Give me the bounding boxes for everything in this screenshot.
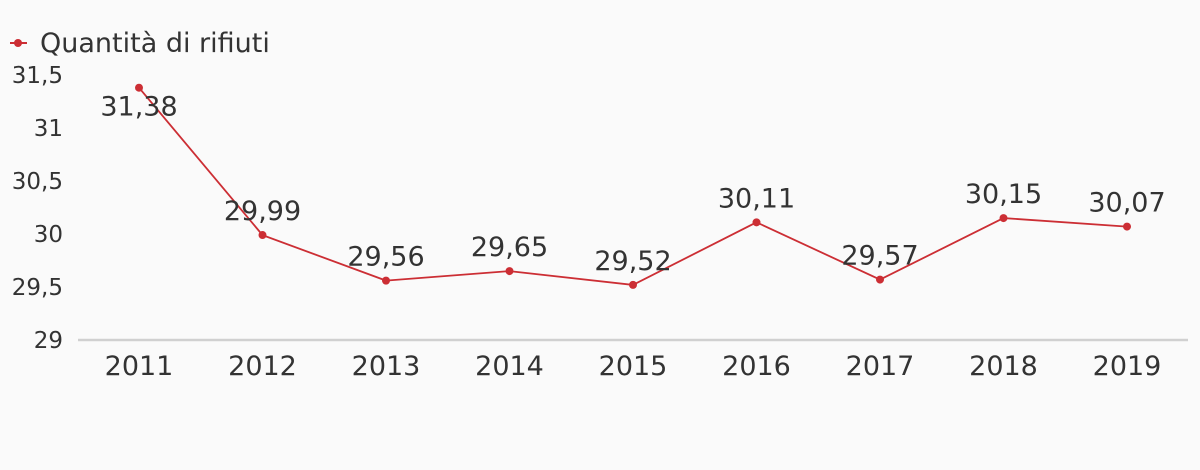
x-tick-label: 2019 xyxy=(1093,351,1162,382)
y-axis: 29 29,5 30 30,5 31 31,5 xyxy=(12,63,63,354)
x-tick-label: 2018 xyxy=(969,351,1038,382)
data-label: 30,15 xyxy=(965,179,1042,210)
data-label: 29,99 xyxy=(224,196,301,227)
x-tick-label: 2015 xyxy=(599,351,668,382)
data-point xyxy=(876,275,884,284)
y-tick-label: 29 xyxy=(34,328,63,354)
x-tick-label: 2017 xyxy=(846,351,915,382)
y-tick-label: 29,5 xyxy=(12,275,63,301)
series-quantita-di-rifiuti xyxy=(135,83,1131,289)
x-tick-label: 2014 xyxy=(475,351,544,382)
y-tick-label: 30,5 xyxy=(12,169,63,195)
x-axis: 2011 2012 2013 2014 2015 2016 2017 2018 2019 xyxy=(78,338,1188,382)
legend-point-marker xyxy=(14,39,22,47)
data-point xyxy=(258,231,267,240)
y-tick-label: 31 xyxy=(34,116,63,142)
data-point xyxy=(135,83,143,92)
data-point xyxy=(629,280,637,289)
x-tick-label: 2012 xyxy=(228,351,297,382)
data-label: 29,52 xyxy=(594,246,671,277)
legend-label: Quantità di rifiuti xyxy=(40,28,270,59)
legend: Quantità di rifiuti xyxy=(10,28,270,59)
data-point xyxy=(752,218,761,227)
x-tick-label: 2013 xyxy=(352,351,421,382)
x-tick-label: 2011 xyxy=(105,351,174,382)
data-label: 30,11 xyxy=(718,183,795,214)
data-point xyxy=(382,276,390,285)
y-tick-label: 31,5 xyxy=(12,63,63,89)
data-point xyxy=(505,267,514,276)
data-point xyxy=(1123,222,1131,231)
data-label: 29,65 xyxy=(471,232,548,263)
data-point xyxy=(999,214,1008,223)
data-label: 29,57 xyxy=(841,241,918,272)
data-labels: 31,38 29,99 29,56 29,65 29,52 30,11 29,57 30,15… xyxy=(100,92,1165,277)
y-tick-label: 30 xyxy=(34,222,63,248)
data-label: 29,56 xyxy=(347,242,424,273)
data-label: 31,38 xyxy=(100,92,177,123)
data-label: 30,07 xyxy=(1088,188,1165,219)
x-tick-label: 2016 xyxy=(722,351,791,382)
